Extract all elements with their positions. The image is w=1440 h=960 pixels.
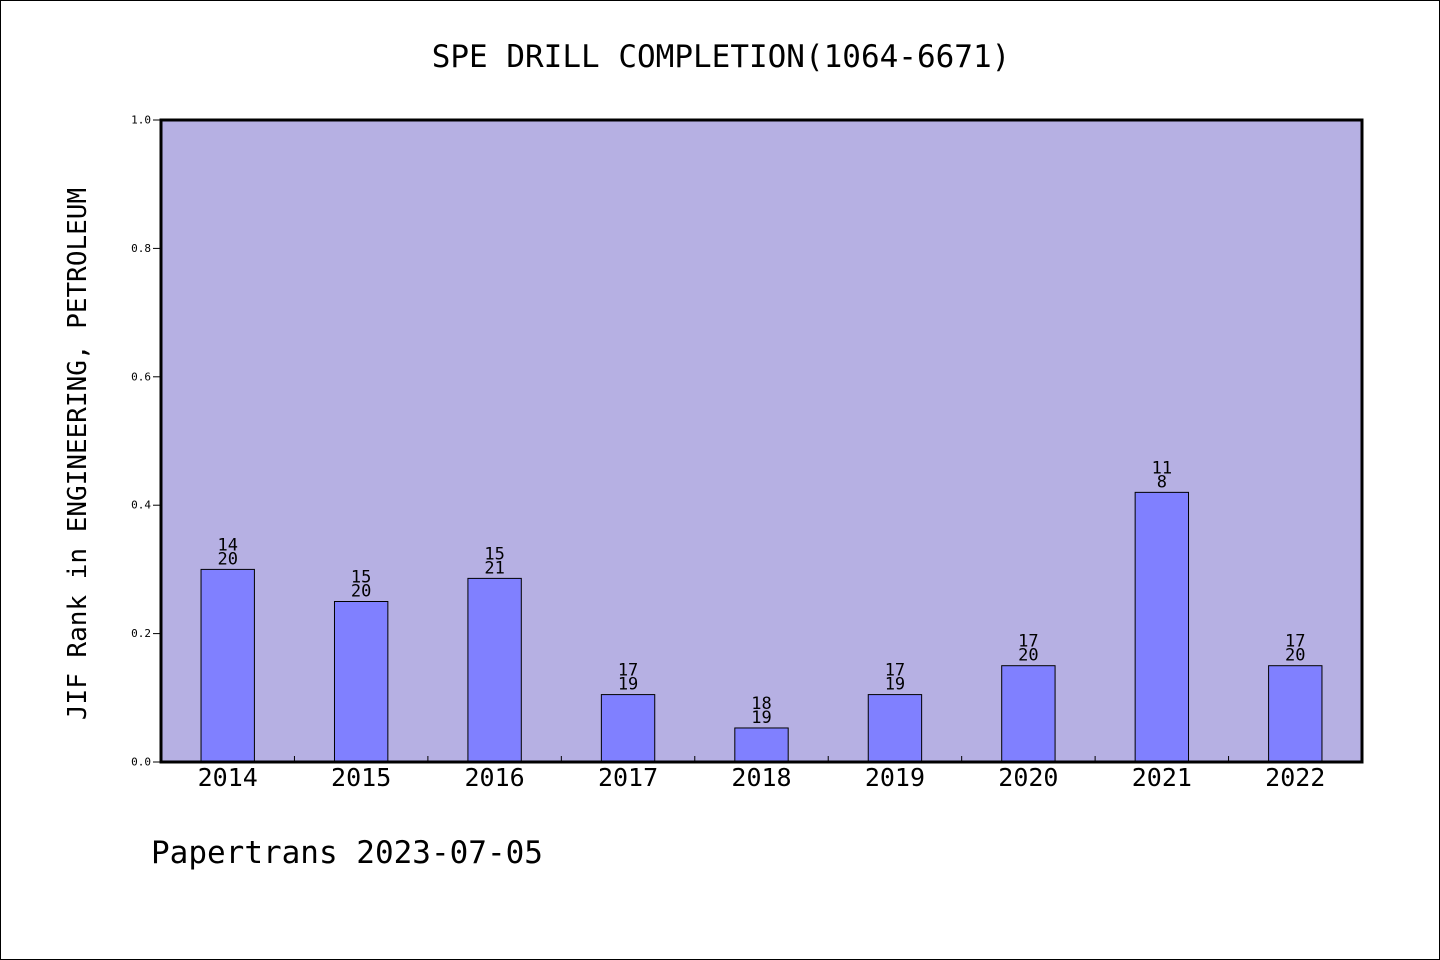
- x-axis-ticks: 2014 2015 2016 2017 2018 2019 2020 2021 2022: [198, 756, 1325, 792]
- bar-label-top-2020: 17: [1018, 632, 1038, 652]
- bar-label-bottom-2017: 19: [618, 675, 638, 695]
- x-tick-label-2017: 2017: [598, 763, 658, 792]
- x-tick-label-2016: 2016: [465, 763, 525, 792]
- x-tick-label-2020: 2020: [998, 763, 1058, 792]
- y-tick-label-0.0: 0.0: [131, 756, 151, 769]
- y-tick-label-1.0: 1.0: [131, 114, 151, 127]
- bars-group: [200, 491, 1323, 763]
- footer-text: Papertrans 2023-07-05: [151, 835, 543, 871]
- y-tick-label-0.6: 0.6: [131, 370, 151, 383]
- bar-label-bottom-2016: 21: [484, 558, 504, 578]
- bar-2018: [734, 727, 789, 763]
- x-tick-label-2018: 2018: [731, 763, 791, 792]
- bar-2017: [600, 694, 656, 763]
- bar-label-top-2021: 11: [1152, 458, 1172, 478]
- bar-2022: [1268, 665, 1323, 763]
- y-axis-label: JIF Rank in ENGINEERING, PETROLEUM: [63, 188, 93, 720]
- bar-label-bottom-2019: 19: [885, 675, 905, 695]
- x-tick-label-2015: 2015: [331, 763, 391, 792]
- bar-2016: [467, 577, 522, 763]
- x-tick-label-2019: 2019: [865, 763, 925, 792]
- chart-title: SPE DRILL COMPLETION(1064-6671): [432, 39, 1011, 75]
- x-tick-label-2022: 2022: [1265, 763, 1325, 792]
- bar-2021: [1134, 491, 1190, 763]
- bar-2019: [867, 694, 923, 763]
- plot-border: [159, 118, 1364, 764]
- bar-2014: [200, 568, 255, 763]
- y-tick-label-0.8: 0.8: [131, 242, 151, 255]
- bar-label-bottom-2015: 20: [351, 582, 371, 602]
- x-tick-label-2021: 2021: [1132, 763, 1192, 792]
- bar-label-top-2022: 17: [1285, 632, 1305, 652]
- y-tick-label-0.4: 0.4: [131, 499, 151, 512]
- y-axis-ticks: 0.0 0.2 0.4 0.6 0.8 1.0: [131, 114, 161, 769]
- bar-label-top-2016: 15: [484, 544, 504, 564]
- bar-label-bottom-2018: 19: [751, 708, 771, 728]
- bar-label-bottom-2021: 8: [1157, 472, 1167, 492]
- bar-label-bottom-2014: 20: [217, 549, 237, 569]
- bar-label-top-2018: 18: [751, 694, 771, 714]
- bar-2015: [333, 601, 389, 763]
- x-tick-label-2014: 2014: [198, 763, 258, 792]
- bar-label-top-2017: 17: [618, 661, 638, 681]
- bar-label-top-2015: 15: [351, 568, 371, 588]
- bar-label-bottom-2022: 20: [1285, 646, 1305, 666]
- bar-label-top-2019: 17: [885, 661, 905, 681]
- bar-label-top-2014: 14: [217, 535, 237, 555]
- y-tick-label-0.2: 0.2: [131, 627, 151, 640]
- bar-2020: [1001, 665, 1056, 763]
- bar-label-bottom-2020: 20: [1018, 646, 1038, 666]
